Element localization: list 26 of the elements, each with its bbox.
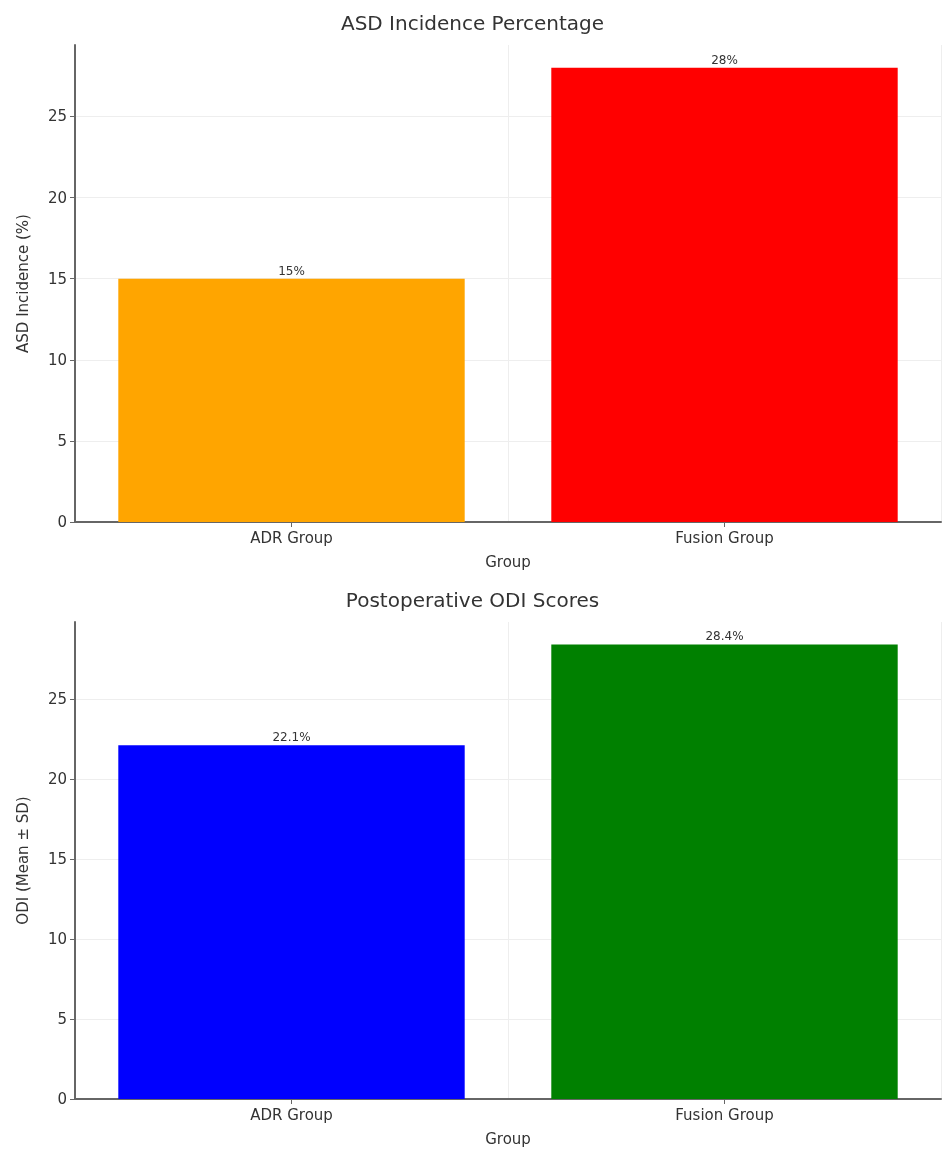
y-tick-label: 15 bbox=[47, 269, 67, 288]
x-tick-label: Fusion Group bbox=[675, 528, 774, 547]
data-label: 22.1% bbox=[272, 730, 311, 745]
y-tick-label: 25 bbox=[47, 107, 67, 126]
y-axis-title: ASD Incidence (%) bbox=[13, 214, 32, 353]
y-tick-label: 0 bbox=[57, 1090, 67, 1108]
y-tick-label: 10 bbox=[47, 929, 67, 948]
x-axis-title: Group bbox=[485, 552, 531, 571]
y-tick-label: 5 bbox=[57, 1009, 67, 1028]
data-label: 15% bbox=[278, 263, 305, 278]
y-tick-label: 20 bbox=[47, 188, 67, 207]
x-tick-label: ADR Group bbox=[250, 528, 333, 547]
y-axis-title: ODI (Mean ± SD) bbox=[13, 796, 32, 925]
data-label: 28.4% bbox=[705, 629, 744, 644]
y-tick-label: 0 bbox=[57, 513, 67, 531]
x-tick-label: Fusion Group bbox=[675, 1105, 774, 1124]
chart-title: Postoperative ODI Scores bbox=[345, 588, 600, 612]
y-tick-label: 20 bbox=[47, 769, 67, 788]
y-tick-label: 25 bbox=[47, 689, 67, 708]
x-axis-title: Group bbox=[485, 1129, 531, 1148]
y-tick-label: 5 bbox=[57, 431, 67, 450]
x-tick-label: ADR Group bbox=[250, 1105, 333, 1124]
y-tick-label: 15 bbox=[47, 849, 67, 868]
data-label: 28% bbox=[711, 52, 738, 67]
y-tick-label: 10 bbox=[47, 350, 67, 369]
chart-title: ASD Incidence Percentage bbox=[340, 11, 605, 35]
